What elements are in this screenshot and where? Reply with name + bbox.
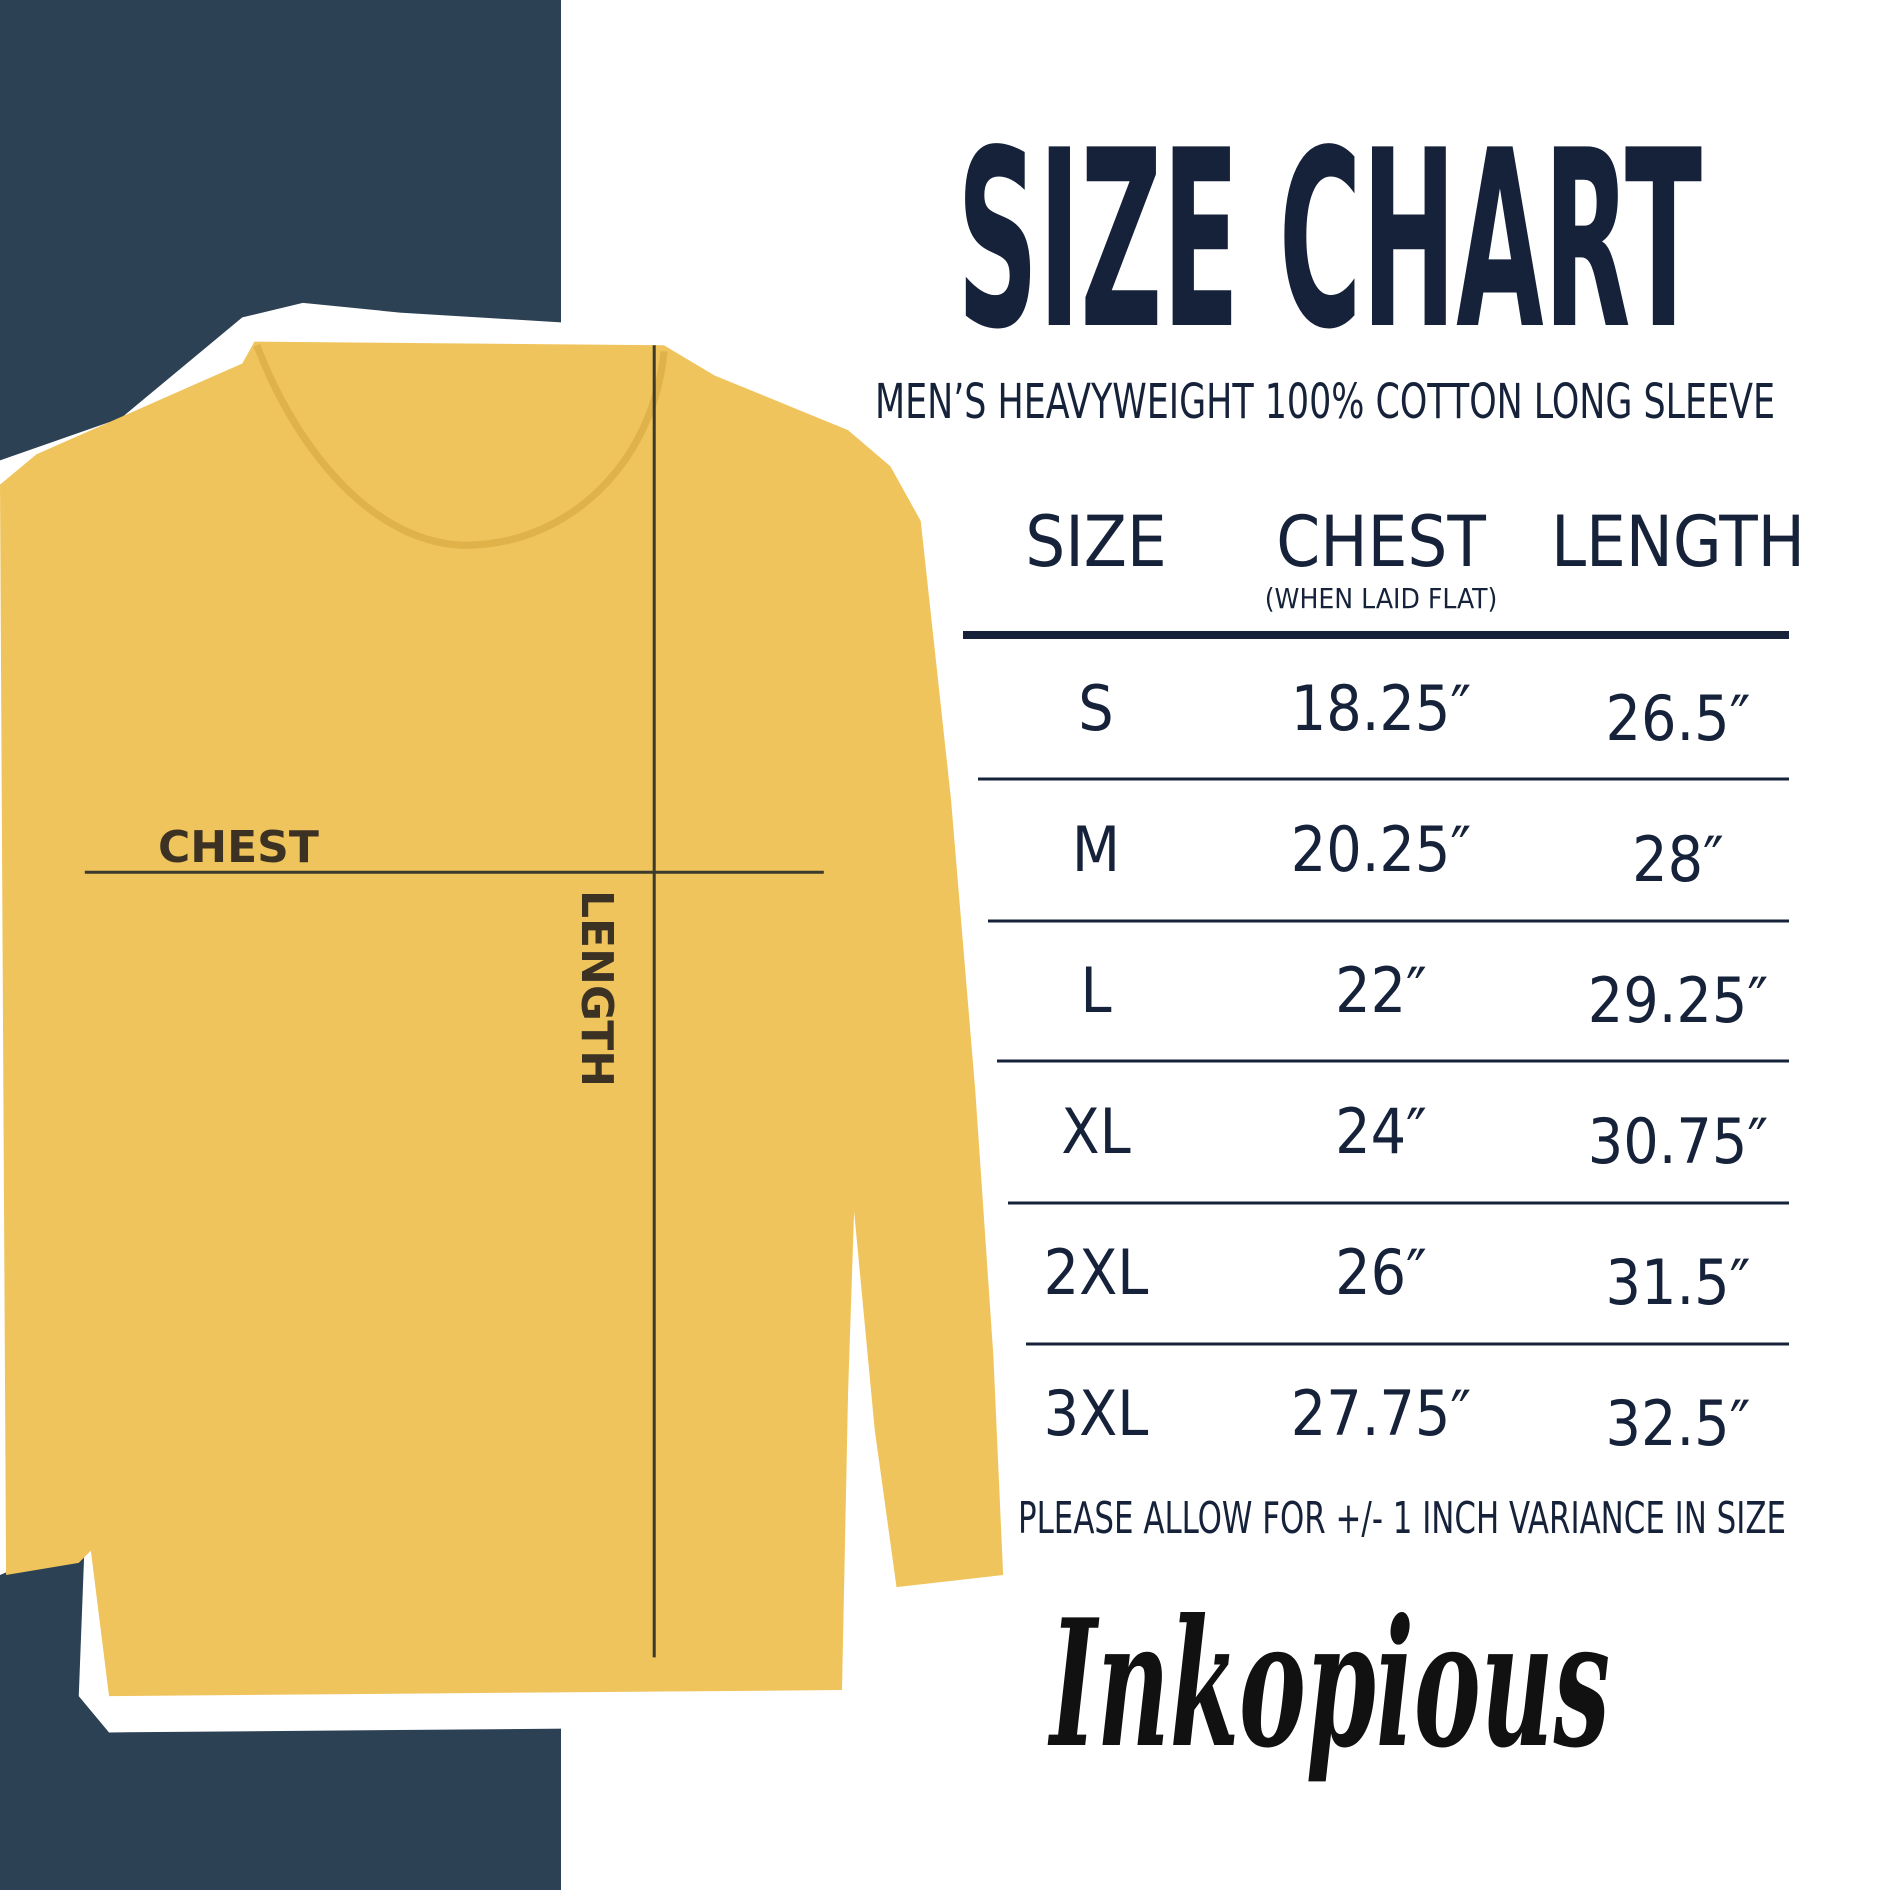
shirt xyxy=(0,302,1018,1733)
subtitle: MEN’S HEAVYWEIGHT 100% COTTON LONG SLEEV… xyxy=(875,374,1775,430)
length-label: LENGTH xyxy=(571,890,622,1087)
measure-cell: 20.25″ xyxy=(1291,813,1471,886)
size-cell: L xyxy=(1080,954,1111,1027)
size-cell: S xyxy=(1078,672,1113,745)
measure-cell: 18.25″ xyxy=(1291,672,1471,745)
measure-cell: 26.5″ xyxy=(1606,682,1751,755)
column-note: (WHEN LAID FLAT) xyxy=(1265,582,1498,615)
measure-cell: 26″ xyxy=(1335,1236,1427,1309)
measure-cell: 28″ xyxy=(1632,823,1724,896)
chest-label: CHEST xyxy=(158,822,319,873)
size-cell: XL xyxy=(1061,1095,1130,1168)
column-header: SIZE xyxy=(1025,501,1166,583)
measure-cell: 29.25″ xyxy=(1588,964,1768,1037)
measure-cell: 24″ xyxy=(1335,1095,1427,1168)
collar xyxy=(253,344,668,549)
column-header: LENGTH xyxy=(1551,501,1805,583)
size-cell: 3XL xyxy=(1044,1377,1149,1450)
size-cell: M xyxy=(1072,813,1120,886)
title: SIZE CHART xyxy=(957,98,1702,383)
measure-cell: 22″ xyxy=(1335,954,1427,1027)
brand-logo: Inkopious xyxy=(1047,1582,1610,1787)
variance-note: PLEASE ALLOW FOR +/- 1 INCH VARIANCE IN … xyxy=(1018,1493,1786,1544)
measure-cell: 32.5″ xyxy=(1606,1387,1751,1460)
measure-cell: 30.75″ xyxy=(1588,1105,1768,1178)
measure-cell: 31.5″ xyxy=(1606,1246,1751,1319)
column-header: CHEST xyxy=(1276,501,1486,583)
size-table: SIZE CHEST(WHEN LAID FLAT) LENGTH S 18.25″ 26… xyxy=(978,501,1805,1460)
measure-cell: 27.75″ xyxy=(1291,1377,1471,1450)
shirt-body xyxy=(0,341,1004,1697)
size-cell: 2XL xyxy=(1044,1236,1149,1309)
